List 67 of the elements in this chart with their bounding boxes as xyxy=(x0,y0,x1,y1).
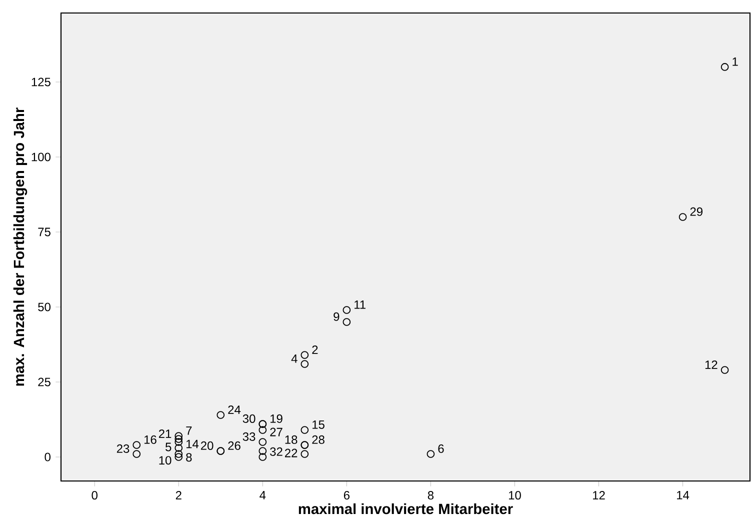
annotation: 20 xyxy=(200,441,214,450)
annotation: 2 xyxy=(312,345,318,354)
annotation: 15 xyxy=(312,420,324,429)
annotation: 30 xyxy=(242,414,256,423)
y-tick-label: 25 xyxy=(38,378,50,386)
annotation: 6 xyxy=(438,444,444,453)
point xyxy=(300,351,309,359)
point xyxy=(300,360,309,368)
x-tick-label: 2 xyxy=(176,491,182,500)
point xyxy=(132,441,141,449)
x-tick-label: 8 xyxy=(428,491,434,500)
annotation: 18 xyxy=(285,435,298,444)
point xyxy=(678,213,687,221)
point xyxy=(342,318,351,326)
point xyxy=(720,366,729,374)
point xyxy=(174,438,183,446)
point xyxy=(258,447,267,455)
x-tick-label: 0 xyxy=(92,491,98,500)
point xyxy=(174,450,183,458)
y-tick-label: 50 xyxy=(38,302,50,312)
x-tick-label: 4 xyxy=(260,491,266,500)
annotation: 32 xyxy=(270,447,282,456)
annotation: 4 xyxy=(291,354,298,363)
y-tick-label: 0 xyxy=(44,452,50,462)
x-tick-label: 14 xyxy=(677,491,690,500)
point xyxy=(174,435,183,443)
annotation: 8 xyxy=(186,453,192,462)
annotation: 7 xyxy=(186,426,192,435)
x-tick-label: 10 xyxy=(508,491,521,500)
annotation: 23 xyxy=(116,444,130,453)
y-tick-label: 100 xyxy=(32,152,50,162)
point xyxy=(174,432,183,440)
point xyxy=(342,306,351,314)
annotation: 5 xyxy=(166,442,172,452)
point xyxy=(258,426,267,434)
annotation: 16 xyxy=(144,435,156,444)
point xyxy=(174,444,183,452)
annotation: 9 xyxy=(334,312,340,321)
point xyxy=(216,411,225,419)
point xyxy=(426,450,435,458)
annotation: 29 xyxy=(690,207,702,216)
x-tick-label: 12 xyxy=(593,491,605,500)
annotation: 26 xyxy=(228,441,240,450)
point xyxy=(258,438,267,446)
y-axis-title: max. Anzahl der Fortbildungen pro Jahr xyxy=(13,108,28,386)
point xyxy=(300,426,309,434)
annotation: 22 xyxy=(285,448,298,458)
annotation: 12 xyxy=(705,360,718,369)
point xyxy=(174,453,183,461)
point xyxy=(300,450,309,458)
annotation: 10 xyxy=(159,456,172,465)
annotation: 27 xyxy=(270,428,282,436)
annotation: 33 xyxy=(242,432,256,441)
annotation: 19 xyxy=(270,414,282,423)
annotation: 24 xyxy=(228,405,241,414)
point xyxy=(132,450,141,458)
point xyxy=(720,63,729,71)
annotation: 28 xyxy=(312,435,324,444)
y-tick-label: 125 xyxy=(32,78,50,86)
x-axis-title: maximal involvierte Mitarbeiter xyxy=(298,503,513,514)
x-tick-label: 6 xyxy=(344,491,350,500)
annotation: 21 xyxy=(158,429,172,438)
point xyxy=(258,453,267,461)
annotation: 1 xyxy=(732,58,738,66)
annotation: 11 xyxy=(354,300,366,309)
y-tick-label: 75 xyxy=(38,228,50,236)
annotation: 14 xyxy=(186,440,199,448)
